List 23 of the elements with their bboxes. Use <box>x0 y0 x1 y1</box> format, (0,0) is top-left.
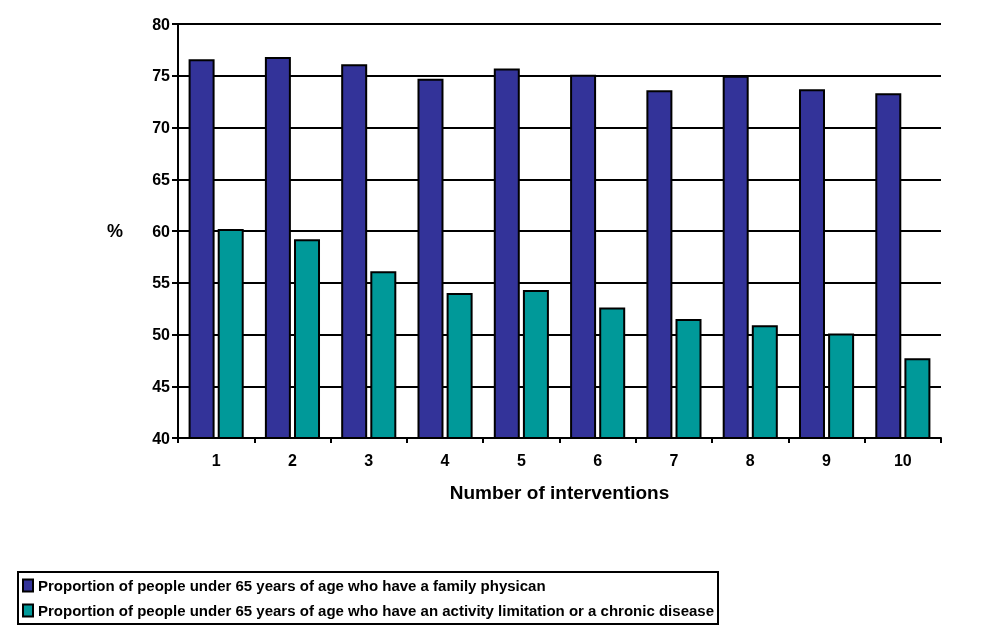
y-tick-label: 45 <box>152 377 171 395</box>
y-tick-label: 80 <box>152 15 171 33</box>
x-tick-label: 3 <box>364 451 374 469</box>
x-tick-label: 10 <box>893 451 912 469</box>
legend-label: Proportion of people under 65 years of age who have a family physican <box>38 577 546 594</box>
x-tick-label: 4 <box>440 451 450 469</box>
y-tick-label: 55 <box>152 274 171 292</box>
y-tick-label: 70 <box>152 119 171 136</box>
y-tick-label: 40 <box>152 429 171 447</box>
x-tick-label: 1 <box>211 451 221 469</box>
x-tick-label: 7 <box>669 451 679 469</box>
legend-label: Proportion of people under 65 years of age who have an activity limitation or a chronic disease <box>38 602 715 619</box>
x-tick-label: 6 <box>593 451 603 469</box>
y-tick-label: 60 <box>152 222 171 240</box>
x-tick-label: 5 <box>516 451 526 469</box>
y-tick-label: 75 <box>152 67 171 85</box>
x-tick-label: 9 <box>822 451 832 469</box>
x-tick-label: 8 <box>745 451 755 469</box>
y-tick-label: 50 <box>152 326 171 343</box>
y-tick-label: 65 <box>152 170 171 188</box>
x-tick-label: 2 <box>288 451 297 469</box>
y-axis-title: % <box>106 221 123 241</box>
x-axis-title: Number of interventions <box>449 482 670 503</box>
